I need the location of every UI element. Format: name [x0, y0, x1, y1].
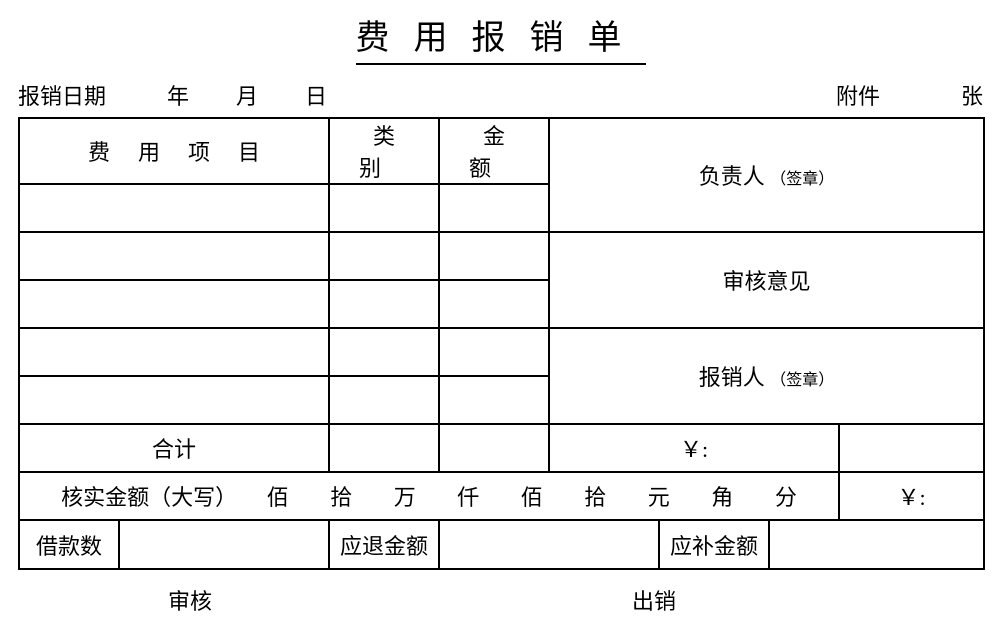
- borrow-label: 借款数: [36, 534, 102, 559]
- amount-cell[interactable]: [439, 184, 549, 232]
- year-label: 年: [167, 84, 189, 109]
- loan-table: 借款数 应退金额 应补金额: [18, 521, 985, 570]
- item-cell[interactable]: [19, 280, 329, 328]
- item-cell[interactable]: [19, 184, 329, 232]
- attachment-section: 附件 张: [836, 79, 983, 111]
- amount-cell[interactable]: [439, 280, 549, 328]
- refund-label-cell: 应退金额: [329, 521, 439, 569]
- refund-label: 应退金额: [340, 534, 428, 559]
- day-label: 日: [305, 84, 327, 109]
- seal-label-2: （签章）: [770, 372, 834, 389]
- borrow-value-cell[interactable]: [119, 521, 329, 569]
- verify-bai2: 佰: [521, 485, 543, 510]
- verify-fen: 分: [775, 485, 797, 510]
- footer-row: 审核 出销: [18, 584, 983, 616]
- verify-yuan: 元: [648, 485, 670, 510]
- category-cell[interactable]: [329, 184, 439, 232]
- meta-row: 报销日期 年 月 日 附件 张: [18, 79, 983, 111]
- borrow-label-cell: 借款数: [19, 521, 119, 569]
- reimburser-cell: 报销人 （签章）: [549, 328, 984, 424]
- category-cell[interactable]: [329, 376, 439, 424]
- verify-text-cell: 核实金额（大写） 佰 拾 万 仟 佰 拾 元 角 分: [19, 472, 839, 520]
- total-currency: ￥:: [680, 437, 708, 462]
- verify-bai1: 佰: [267, 485, 289, 510]
- title-wrap: 费用报销单: [18, 10, 983, 65]
- verify-jiao: 角: [711, 485, 733, 510]
- header-amount: 金额: [455, 124, 533, 181]
- header-item: 费用项目: [60, 140, 288, 165]
- amount-cell[interactable]: [439, 232, 549, 280]
- category-cell[interactable]: [329, 328, 439, 376]
- category-cell[interactable]: [329, 280, 439, 328]
- verify-currency: ￥:: [897, 485, 925, 510]
- header-category: 类别: [345, 124, 423, 181]
- verify-shi2: 拾: [584, 485, 606, 510]
- refund-value-cell[interactable]: [439, 521, 659, 569]
- amount-cell[interactable]: [439, 376, 549, 424]
- amount-cell[interactable]: [439, 328, 549, 376]
- verify-shi1: 拾: [330, 485, 352, 510]
- sheet-label: 张: [961, 84, 983, 109]
- responsible-cell: 负责人 （签章）: [549, 118, 984, 232]
- total-amount-cell[interactable]: [439, 424, 549, 472]
- review-label: 审核意见: [722, 269, 810, 294]
- seal-label-1: （签章）: [770, 171, 834, 188]
- form-title: 费用报销单: [356, 10, 646, 65]
- month-label: 月: [236, 84, 258, 109]
- attachment-label: 附件: [836, 84, 880, 109]
- item-cell[interactable]: [19, 232, 329, 280]
- total-label: 合计: [152, 437, 196, 462]
- footer-audit: 审核: [168, 584, 212, 616]
- supplement-value-cell[interactable]: [769, 521, 984, 569]
- date-label: 报销日期: [18, 84, 106, 109]
- reimburser-label: 报销人: [699, 365, 765, 390]
- supplement-label: 应补金额: [670, 534, 758, 559]
- verify-currency-cell: ￥:: [839, 472, 984, 520]
- total-right-cell: [839, 424, 984, 472]
- item-cell[interactable]: [19, 376, 329, 424]
- category-cell[interactable]: [329, 232, 439, 280]
- review-cell: 审核意见: [549, 232, 984, 328]
- verify-qian: 仟: [457, 485, 479, 510]
- supplement-label-cell: 应补金额: [659, 521, 769, 569]
- footer-sell: 出销: [632, 584, 676, 616]
- total-currency-cell: ￥:: [549, 424, 839, 472]
- date-section: 报销日期 年 月 日: [18, 79, 327, 111]
- expense-form: 费用报销单 报销日期 年 月 日 附件 张 费用项目 类别: [18, 10, 983, 616]
- total-label-cell: 合计: [19, 424, 329, 472]
- item-cell[interactable]: [19, 328, 329, 376]
- verify-label: 核实金额（大写）: [61, 485, 237, 510]
- responsible-label: 负责人: [699, 164, 765, 189]
- form-table: 费用项目 类别 金额 负责人 （签章） 审核意见: [18, 117, 985, 521]
- total-cat-cell: [329, 424, 439, 472]
- verify-wan: 万: [394, 485, 416, 510]
